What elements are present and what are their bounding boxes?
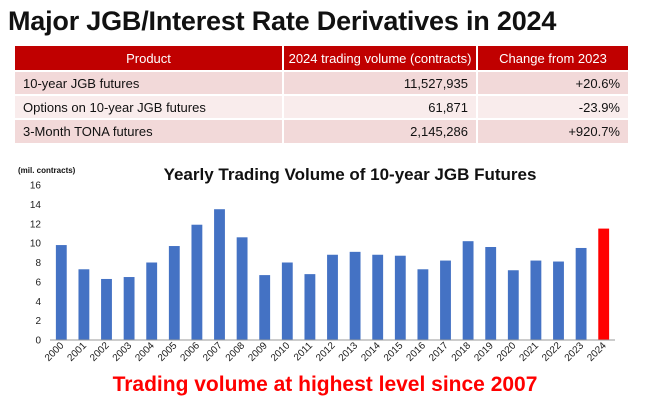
y-tick-label: 10 (30, 239, 42, 250)
y-tick-label: 2 (35, 316, 41, 327)
x-tick-label: 2015 (382, 340, 406, 364)
bar-2001 (78, 269, 90, 340)
y-tick-label: 14 (30, 200, 42, 211)
x-tick-label: 2007 (201, 340, 225, 364)
x-tick-label: 2003 (111, 340, 135, 364)
bar-2017 (440, 260, 451, 340)
bar-2006 (191, 224, 203, 340)
x-tick-label: 2023 (563, 340, 587, 364)
summary-table: Product 2024 trading volume (contracts) … (15, 46, 628, 143)
volume-cell: 61,871 (283, 94, 478, 119)
bar-2018 (462, 241, 474, 340)
bar-2010 (281, 262, 293, 340)
y-tick-label: 4 (35, 297, 41, 308)
y-tick-label: 6 (35, 277, 41, 288)
footer-headline: Trading volume at highest level since 20… (112, 373, 538, 396)
x-tick-label: 2008 (224, 340, 248, 364)
bar-2009 (259, 275, 271, 340)
bar-2019 (485, 247, 497, 340)
bar-2022 (553, 261, 564, 340)
volume-cell: 2,145,286 (283, 118, 478, 143)
x-tick-label: 2002 (88, 340, 112, 364)
y-tick-label: 16 (30, 181, 42, 192)
bar-2007 (214, 209, 225, 340)
y-tick-label: 8 (35, 258, 41, 269)
chart-unit-label: (mil. contracts) (18, 166, 76, 175)
x-tick-label: 2006 (179, 340, 203, 364)
table-header-row: Product 2024 trading volume (contracts) … (15, 46, 628, 71)
bar-2012 (327, 254, 338, 340)
bar-2000 (55, 245, 67, 340)
x-tick-label: 2012 (314, 340, 338, 364)
bar-2021 (530, 260, 542, 340)
bar-2020 (507, 270, 519, 340)
x-tick-label: 2020 (495, 340, 519, 364)
product-cell: Options on 10-year JGB futures (15, 94, 284, 119)
table-row: Options on 10-year JGB futures 61,871 -2… (15, 94, 628, 119)
product-cell: 3-Month TONA futures (15, 118, 284, 143)
x-tick-label: 2019 (472, 340, 496, 364)
x-tick-label: 2010 (269, 340, 293, 364)
change-cell: +920.7% (477, 118, 628, 143)
volume-cell: 11,527,935 (283, 70, 478, 95)
chart-title: Yearly Trading Volume of 10-year JGB Fut… (164, 165, 537, 184)
x-tick-label: 2009 (246, 340, 270, 364)
x-tick-label: 2021 (518, 340, 542, 364)
y-tick-label: 0 (35, 336, 41, 347)
bar-2008 (236, 237, 248, 340)
bar-2002 (101, 278, 112, 340)
x-tick-label: 2024 (585, 340, 609, 364)
bar-2014 (372, 254, 384, 340)
column-header-volume: 2024 trading volume (contracts) (283, 46, 478, 71)
x-tick-label: 2014 (359, 340, 383, 364)
volume-bar-chart: (mil. contracts) Yearly Trading Volume o… (18, 165, 615, 364)
x-tick-label: 2013 (337, 340, 361, 364)
column-header-change: Change from 2023 (477, 46, 628, 71)
bar-2015 (394, 255, 406, 340)
x-tick-label: 2011 (292, 340, 315, 363)
bar-2013 (349, 251, 361, 340)
bar-2005 (168, 246, 180, 340)
bar-2016 (417, 269, 429, 340)
change-cell: +20.6% (477, 70, 628, 95)
bar-2003 (123, 277, 135, 340)
bar-2024 (598, 228, 610, 340)
table-row: 3-Month TONA futures 2,145,286 +920.7% (15, 118, 628, 143)
x-tick-label: 2005 (156, 340, 180, 364)
column-header-product: Product (15, 46, 284, 71)
bar-2011 (304, 274, 316, 340)
x-tick-label: 2000 (43, 340, 67, 364)
bar-2004 (146, 262, 158, 340)
x-tick-label: 2018 (450, 340, 474, 364)
x-tick-label: 2022 (540, 340, 564, 364)
change-cell: -23.9% (477, 94, 628, 119)
product-cell: 10-year JGB futures (15, 70, 284, 95)
table-row: 10-year JGB futures 11,527,935 +20.6% (15, 70, 628, 95)
page-title: Major JGB/Interest Rate Derivatives in 2… (8, 6, 557, 36)
x-tick-label: 2017 (427, 340, 451, 364)
x-tick-label: 2001 (66, 340, 90, 364)
x-tick-label: 2016 (405, 340, 429, 364)
bar-2023 (575, 247, 587, 340)
y-tick-label: 12 (30, 219, 42, 230)
x-tick-label: 2004 (133, 340, 157, 364)
